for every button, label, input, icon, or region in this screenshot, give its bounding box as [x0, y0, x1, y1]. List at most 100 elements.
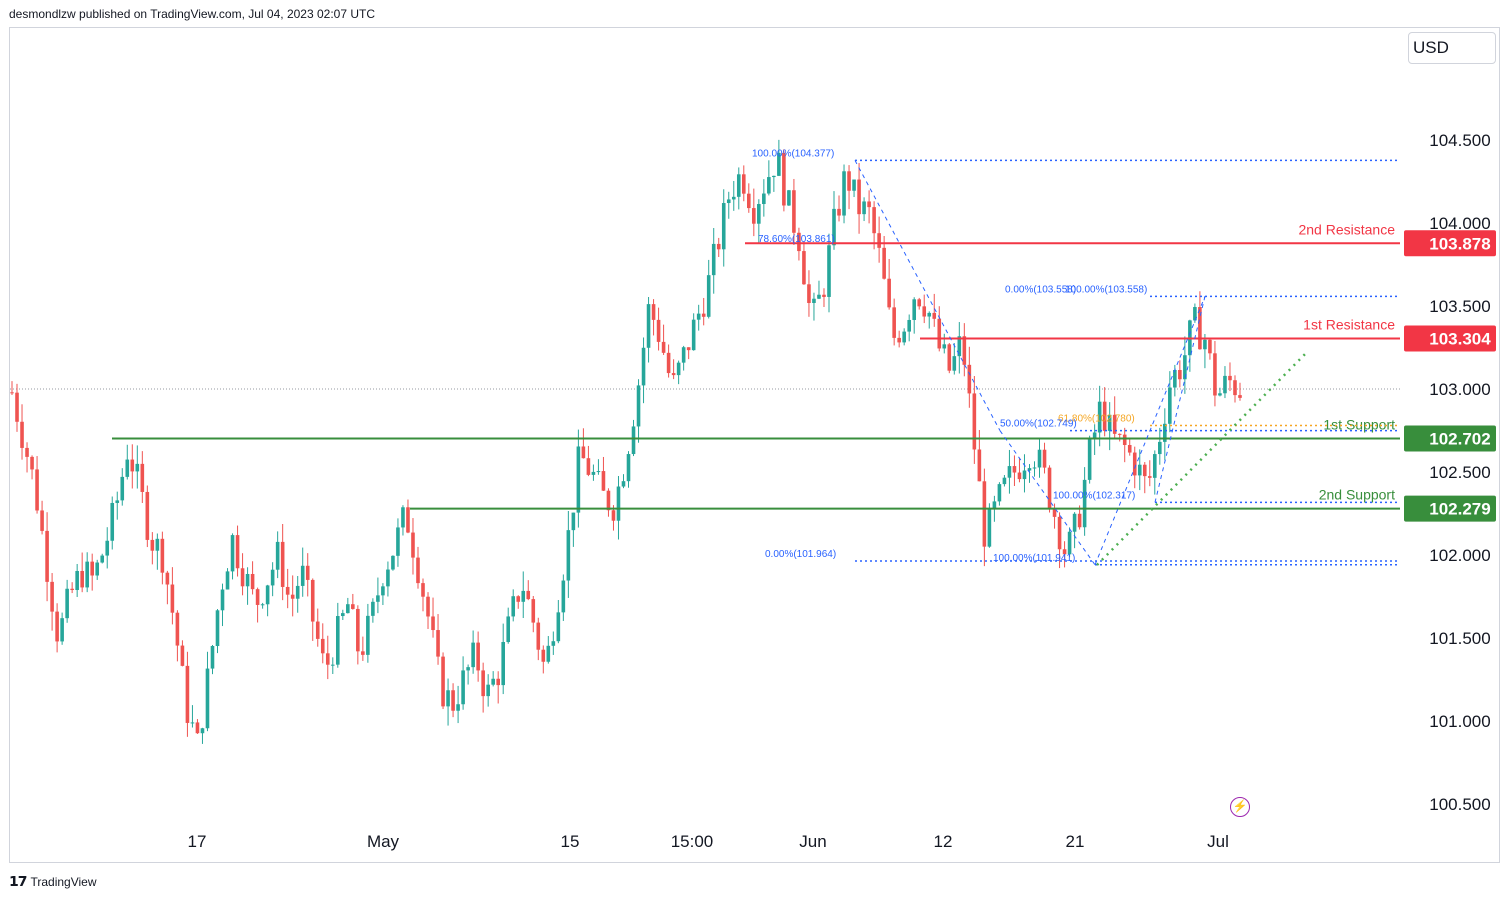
candle-body	[315, 621, 320, 639]
candle-body	[907, 319, 911, 332]
candle-body	[977, 449, 982, 482]
candle-body	[987, 508, 992, 547]
candle-body	[1007, 466, 1012, 478]
x-tick-label: 21	[1066, 832, 1085, 851]
candle-body	[280, 541, 285, 587]
candle-body	[696, 313, 701, 320]
candle-body	[235, 535, 240, 569]
currency-selector[interactable]: USD	[1408, 32, 1496, 64]
candle-body	[386, 569, 390, 587]
candle-body	[561, 580, 566, 613]
candle-body	[471, 642, 475, 668]
candle-body	[250, 573, 255, 590]
candle-body	[426, 596, 430, 617]
fib-label: 100.00%(103.558)	[1065, 284, 1147, 295]
y-tick-label: 101.000	[1429, 712, 1490, 731]
candle-body	[626, 454, 631, 482]
fib-connector	[1154, 296, 1206, 503]
candle-body	[867, 201, 871, 208]
candle-body	[767, 177, 771, 194]
candle-body	[701, 313, 706, 317]
candle-body	[1193, 307, 1197, 321]
candle-body	[195, 722, 200, 734]
candle-body	[591, 471, 596, 475]
level-name: 2nd Resistance	[1298, 221, 1395, 237]
price-tag-label: 103.878	[1429, 234, 1490, 253]
candle-body	[145, 491, 150, 540]
candle-body	[506, 616, 511, 643]
candle-body	[1082, 479, 1087, 528]
candle-body	[55, 611, 59, 642]
candle-body	[681, 347, 686, 363]
candle-body	[115, 500, 120, 503]
y-tick-label: 103.500	[1429, 297, 1490, 316]
candle-body	[1142, 464, 1147, 477]
candle-body	[100, 555, 105, 563]
candle-body	[852, 179, 856, 191]
fib-connector	[999, 430, 1096, 566]
candle-body	[120, 476, 125, 501]
candle-body	[621, 481, 626, 487]
candle-body	[396, 527, 400, 556]
candle-body	[1218, 393, 1222, 396]
candle-body	[551, 641, 556, 646]
candle-body	[822, 294, 826, 297]
candle-body	[371, 601, 375, 616]
fib-label: 50.00%(102.749)	[1000, 419, 1077, 430]
candle-body	[1042, 449, 1047, 468]
candle-body	[917, 299, 922, 307]
candle-body	[481, 670, 485, 697]
candle-body	[511, 596, 516, 617]
candle-body	[661, 341, 666, 353]
candle-body	[1062, 549, 1067, 555]
candle-body	[45, 530, 49, 582]
candle-body	[596, 471, 601, 473]
candle-body	[992, 501, 997, 509]
candle-body	[175, 612, 180, 646]
candle-body	[691, 319, 696, 351]
candle-body	[616, 486, 621, 521]
candle-body	[1107, 414, 1112, 431]
candle-body	[646, 304, 651, 348]
candle-body	[1112, 414, 1117, 434]
lightning-icon[interactable]: ⚡	[1230, 797, 1250, 817]
candle-body	[1047, 467, 1052, 509]
candle-body	[421, 583, 425, 597]
candle-body	[847, 171, 851, 191]
candle-body	[310, 579, 315, 622]
candle-body	[1052, 508, 1057, 517]
candle-body	[601, 471, 606, 491]
level-name: 2nd Support	[1319, 487, 1395, 503]
candle-body	[160, 538, 165, 573]
candle-body	[496, 678, 500, 686]
candle-body	[476, 642, 480, 671]
candle-body	[10, 392, 14, 394]
candle-body	[1238, 395, 1242, 398]
fib-label: 0.00%(101.964)	[765, 549, 836, 560]
candle-body	[406, 507, 410, 533]
candle-body	[802, 251, 806, 285]
price-tag	[1404, 325, 1496, 352]
candle-body	[747, 193, 751, 209]
candle-body	[35, 469, 39, 511]
candle-body	[215, 610, 220, 647]
candle-body	[777, 152, 781, 176]
candle-body	[401, 507, 405, 528]
y-tick-label: 100.500	[1429, 795, 1490, 814]
candle-body	[872, 207, 876, 234]
candle-body	[947, 344, 952, 371]
candle-body	[110, 502, 115, 541]
candle-body	[741, 174, 746, 194]
candle-body	[957, 336, 962, 357]
candle-body	[1178, 369, 1182, 380]
fib-connector	[854, 160, 1001, 431]
candle-body	[1233, 380, 1237, 396]
candle-body	[381, 586, 385, 596]
candle-body	[631, 426, 636, 455]
candle-body	[762, 193, 766, 205]
candle-body	[341, 613, 345, 617]
candle-body	[290, 594, 295, 599]
price-tag-label: 102.702	[1429, 429, 1490, 448]
candle-body	[666, 352, 671, 374]
